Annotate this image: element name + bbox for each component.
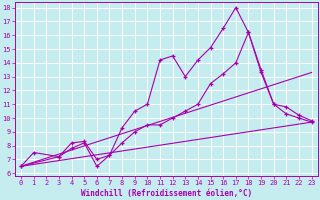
X-axis label: Windchill (Refroidissement éolien,°C): Windchill (Refroidissement éolien,°C) — [81, 189, 252, 198]
